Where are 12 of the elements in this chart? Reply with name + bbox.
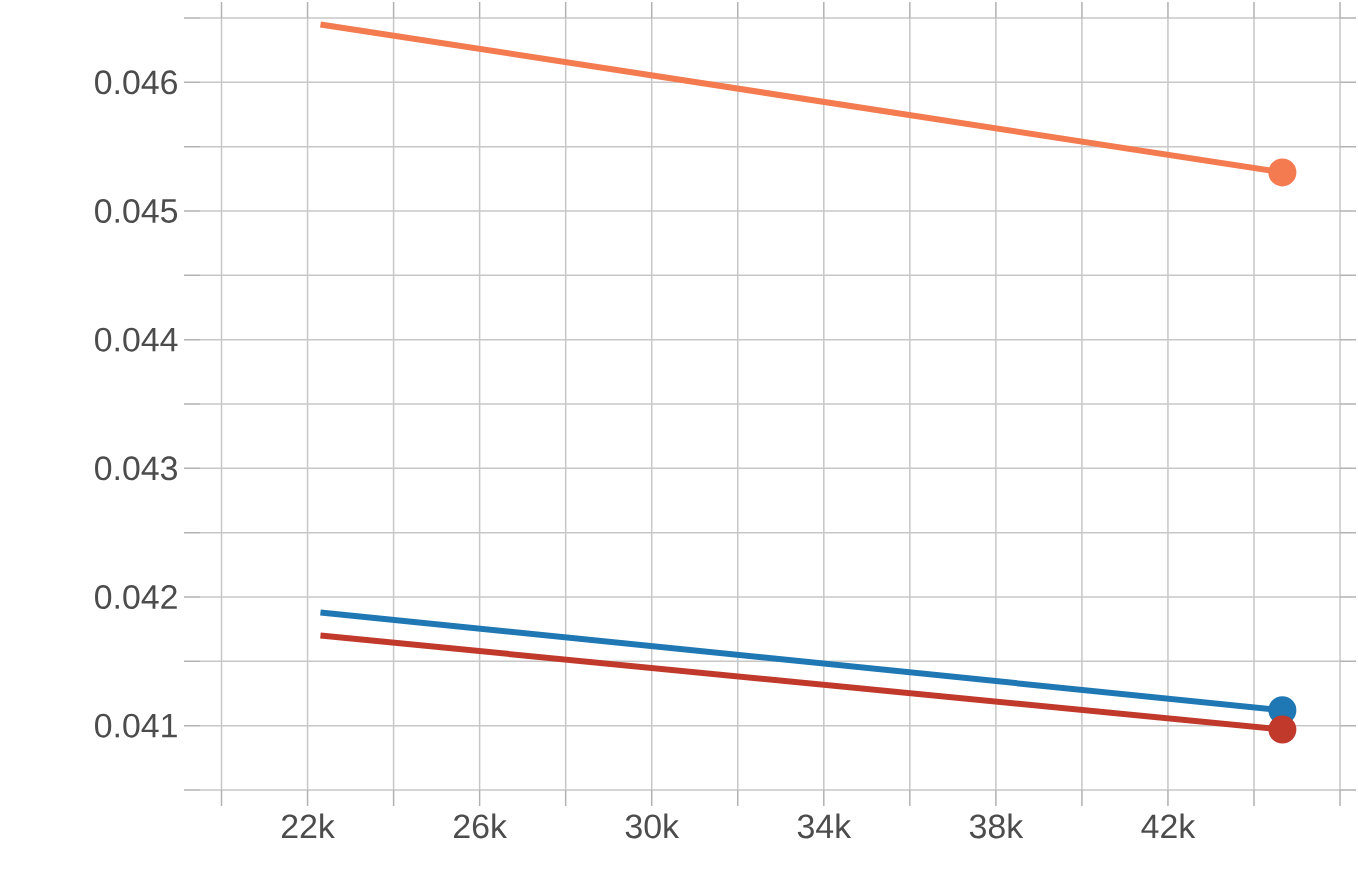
x-tick-label: 34k bbox=[797, 813, 852, 839]
y-tick-label: 0.045 bbox=[95, 199, 178, 223]
x-tick-label: 22k bbox=[281, 813, 335, 839]
x-tick-label: 26k bbox=[454, 813, 507, 839]
x-tick-label: 42k bbox=[1141, 813, 1196, 839]
x-tick-label: 30k bbox=[625, 813, 680, 839]
y-tick-label: 0.043 bbox=[95, 456, 177, 481]
y-tick-label: 0.042 bbox=[95, 585, 177, 609]
y-tick-label: 0.041 bbox=[95, 713, 177, 738]
y-tick-label: 0.046 bbox=[95, 70, 177, 95]
x-tick-label: 38k bbox=[969, 813, 1024, 839]
y-tick-label: 0.044 bbox=[95, 327, 178, 352]
